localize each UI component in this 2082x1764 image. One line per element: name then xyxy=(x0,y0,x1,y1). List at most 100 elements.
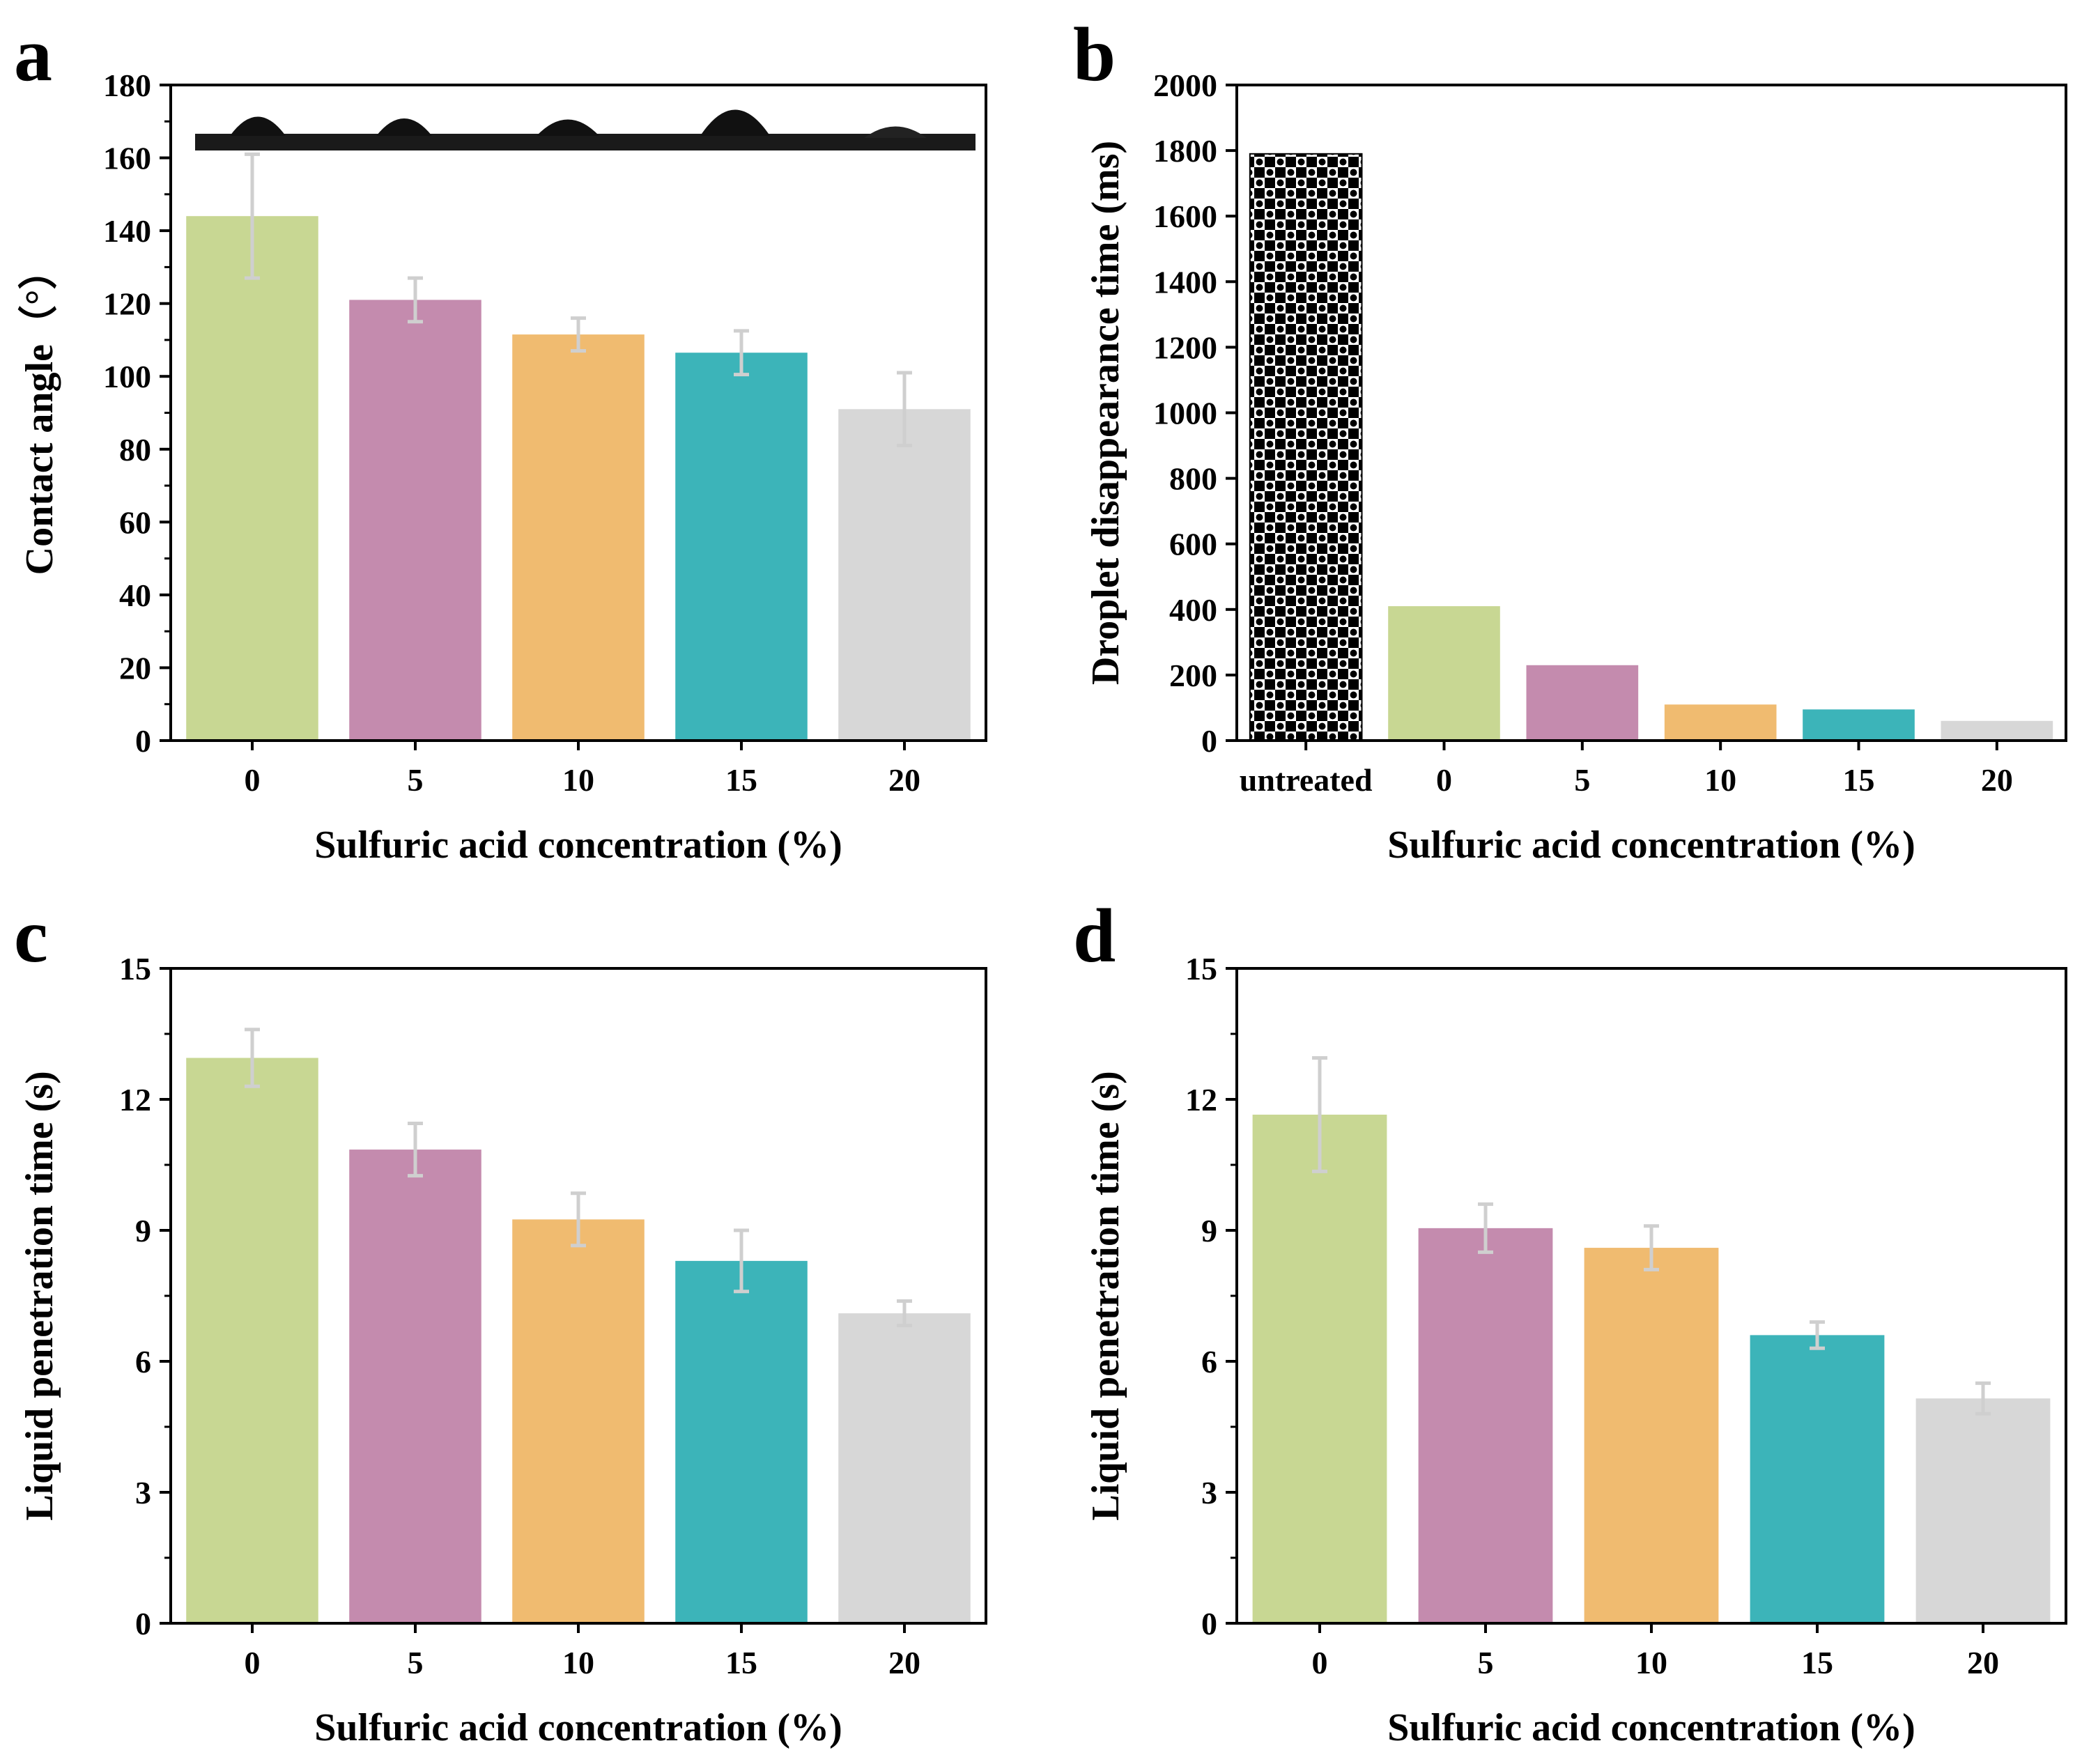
x-tick-label: untreated xyxy=(1240,762,1373,798)
y-tick-label: 9 xyxy=(1201,1213,1217,1248)
y-tick-label: 1200 xyxy=(1153,330,1217,365)
x-tick-label: 5 xyxy=(1478,1645,1494,1680)
y-tick-label: 200 xyxy=(1169,658,1217,693)
bar xyxy=(1526,665,1639,741)
plot-frame xyxy=(169,967,987,1625)
panel-b: b xyxy=(1073,12,1116,97)
plot-frame xyxy=(1235,967,2067,1625)
panel-letter-c: c xyxy=(14,893,48,978)
bar xyxy=(1915,1398,2051,1623)
y-tick-label: 0 xyxy=(135,1606,151,1641)
y-tick-label: 1000 xyxy=(1153,396,1217,431)
x-tick-label: 5 xyxy=(408,1645,424,1680)
x-axis-label: Sulfuric acid concentration (%) xyxy=(314,823,842,867)
bar xyxy=(1750,1335,1885,1623)
bar xyxy=(186,216,318,741)
bar xyxy=(1584,1248,1719,1623)
bar xyxy=(512,1219,645,1623)
plot-frame xyxy=(169,84,987,742)
y-tick-label: 120 xyxy=(103,286,151,322)
panel-letter-b: b xyxy=(1073,12,1116,97)
droplet-image xyxy=(230,116,286,136)
y-tick-label: 3 xyxy=(1201,1475,1217,1510)
x-tick-label: 0 xyxy=(1436,762,1452,798)
x-tick-label: 15 xyxy=(1801,1645,1833,1680)
x-tick-label: 0 xyxy=(1312,1645,1328,1680)
x-tick-label: 15 xyxy=(1843,762,1875,798)
y-tick-label: 6 xyxy=(1201,1344,1217,1379)
x-tick-label: 20 xyxy=(1967,1645,1999,1680)
bar xyxy=(349,1150,481,1623)
chart-d: 0 5 10 15 20 0 3 6 9 12 15 Sulfuric acid concentrat… xyxy=(1084,951,2067,1749)
x-tick-label: 20 xyxy=(1981,762,2013,798)
x-tick-label: 10 xyxy=(1704,762,1736,798)
x-axis-label: Sulfuric acid concentration (%) xyxy=(314,1706,842,1749)
plot-frame xyxy=(1235,84,2067,742)
photo-inset xyxy=(195,109,976,150)
panel-a: a xyxy=(14,12,976,150)
y-tick-label: 100 xyxy=(103,359,151,394)
x-tick-label: 0 xyxy=(245,1645,261,1680)
x-tick-label: 10 xyxy=(1635,1645,1667,1680)
bar xyxy=(1252,1114,1387,1623)
y-axis-label: Contact angle（°） xyxy=(17,251,61,575)
droplet-image xyxy=(700,109,770,136)
y-axis-label: Liquid penetration time (s) xyxy=(18,1071,61,1521)
y-tick-label: 9 xyxy=(135,1213,151,1248)
bar xyxy=(1941,720,2053,741)
droplet-image xyxy=(864,126,927,138)
bar xyxy=(1803,709,1915,741)
x-tick-label: 10 xyxy=(562,1645,594,1680)
y-tick-label: 12 xyxy=(119,1082,151,1117)
y-tick-label: 15 xyxy=(1185,951,1217,987)
bar xyxy=(838,409,971,741)
x-tick-label: 5 xyxy=(1574,762,1590,798)
y-tick-label: 1400 xyxy=(1153,264,1217,300)
panel-letter-d: d xyxy=(1073,893,1116,978)
y-tick-label: 1600 xyxy=(1153,199,1217,234)
y-axis-label: Droplet disappearance time (ms) xyxy=(1084,141,1127,685)
x-axis-label: Sulfuric acid concentration (%) xyxy=(1387,1706,1915,1749)
bar xyxy=(675,353,808,741)
y-tick-label: 800 xyxy=(1169,461,1217,497)
chart-c: 0 5 10 15 20 0 3 6 9 12 15 Sulfuric acid concentrat… xyxy=(18,951,987,1749)
chart-a: 0 5 10 15 20 0 20 40 60 80 100 120 140 160 180 Sulfuric… xyxy=(17,68,987,867)
y-tick-label: 0 xyxy=(135,723,151,759)
x-tick-label: 15 xyxy=(725,762,757,798)
y-tick-label: 600 xyxy=(1169,527,1217,562)
x-tick-label: 5 xyxy=(408,762,424,798)
y-tick-label: 400 xyxy=(1169,592,1217,628)
x-tick-label: 15 xyxy=(725,1645,757,1680)
bar xyxy=(1249,153,1363,741)
y-tick-label: 180 xyxy=(103,68,151,103)
y-tick-label: 80 xyxy=(119,432,151,467)
y-tick-label: 6 xyxy=(135,1344,151,1379)
droplet-image xyxy=(376,118,432,136)
y-tick-label: 3 xyxy=(135,1475,151,1510)
droplet-image xyxy=(537,119,599,136)
x-tick-label: 0 xyxy=(245,762,261,798)
x-tick-label: 20 xyxy=(888,1645,920,1680)
y-tick-label: 140 xyxy=(103,213,151,249)
y-tick-label: 1800 xyxy=(1153,133,1217,169)
bar xyxy=(349,300,481,741)
y-tick-label: 0 xyxy=(1201,723,1217,759)
panel-d: d xyxy=(1073,893,1116,978)
bar xyxy=(1388,606,1500,741)
y-tick-label: 2000 xyxy=(1153,68,1217,103)
y-axis-label: Liquid penetration time (s) xyxy=(1084,1071,1127,1521)
y-tick-label: 160 xyxy=(103,141,151,176)
bar xyxy=(838,1313,971,1623)
bar xyxy=(1418,1228,1553,1623)
bar xyxy=(675,1260,808,1623)
y-tick-label: 0 xyxy=(1201,1606,1217,1641)
x-axis-label: Sulfuric acid concentration (%) xyxy=(1387,823,1915,867)
bar xyxy=(186,1058,318,1623)
panel-c: c xyxy=(14,893,48,978)
y-tick-label: 15 xyxy=(119,951,151,987)
bar xyxy=(512,334,645,741)
chart-b: untreated 0 5 10 15 2002004006008001000120014… xyxy=(1084,68,2067,867)
y-tick-label: 12 xyxy=(1185,1082,1217,1117)
photo-strip xyxy=(195,134,976,150)
